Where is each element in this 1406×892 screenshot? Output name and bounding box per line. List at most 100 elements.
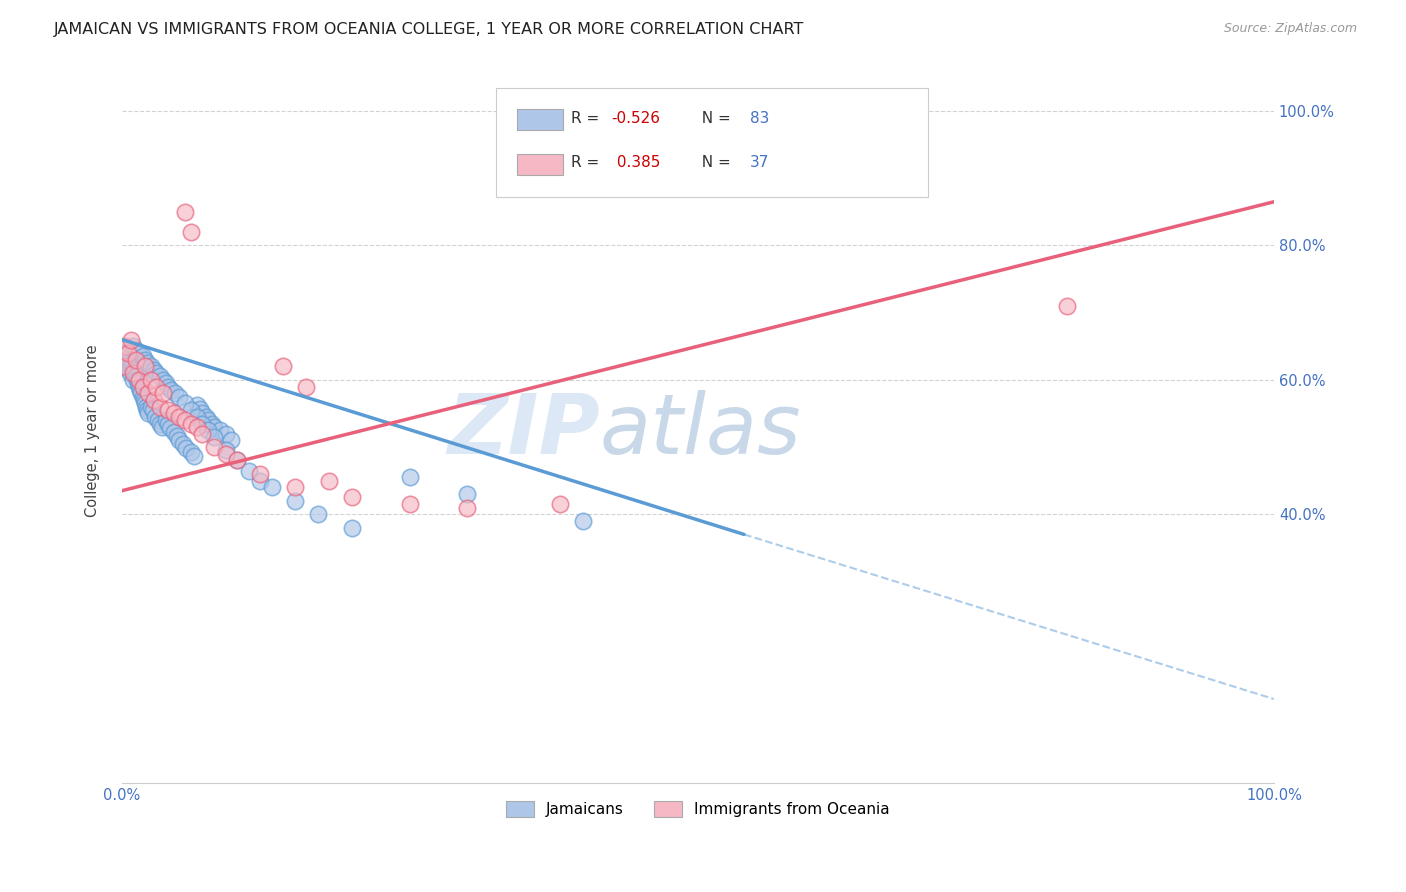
Point [214, 447, 236, 461]
Point [180, 445, 202, 459]
Text: Source: ZipAtlas.com: Source: ZipAtlas.com [1223, 22, 1357, 36]
Point [121, 356, 143, 370]
Point [284, 480, 307, 494]
Point [111, 359, 134, 374]
Point [548, 497, 571, 511]
Point [238, 464, 260, 478]
Text: ZIP: ZIP [447, 390, 600, 471]
Point [342, 491, 364, 505]
Point [318, 474, 340, 488]
Point [145, 379, 167, 393]
Point [142, 403, 165, 417]
Text: 83: 83 [749, 111, 769, 126]
Text: N =: N = [692, 154, 735, 169]
Point [169, 434, 191, 448]
Text: JAMAICAN VS IMMIGRANTS FROM OCEANIA COLLEGE, 1 YEAR OR MORE CORRELATION CHART: JAMAICAN VS IMMIGRANTS FROM OCEANIA COLL… [53, 22, 804, 37]
Point [124, 352, 146, 367]
Point [159, 421, 181, 435]
Point [191, 417, 214, 431]
Text: -0.526: -0.526 [612, 111, 661, 126]
Point [114, 339, 136, 353]
Point [342, 521, 364, 535]
Point [166, 429, 188, 443]
Point [117, 346, 139, 360]
Point [191, 426, 214, 441]
Point [180, 417, 202, 431]
Point [295, 379, 318, 393]
Point [149, 369, 172, 384]
Point [307, 508, 329, 522]
Point [143, 392, 166, 407]
Point [146, 413, 169, 427]
Point [134, 359, 156, 374]
Y-axis label: College, 1 year or more: College, 1 year or more [86, 344, 100, 516]
Point [118, 366, 141, 380]
Point [214, 443, 236, 458]
Point [143, 363, 166, 377]
Point [132, 392, 155, 407]
Point [163, 425, 186, 440]
Point [149, 400, 172, 414]
Point [120, 333, 142, 347]
Point [191, 406, 214, 420]
Point [124, 369, 146, 384]
Point [219, 434, 242, 448]
Point [156, 379, 179, 393]
Point [122, 373, 145, 387]
Point [124, 366, 146, 380]
Point [145, 366, 167, 380]
Point [122, 363, 145, 377]
Point [271, 359, 294, 374]
Point [180, 225, 202, 239]
FancyBboxPatch shape [517, 109, 564, 130]
Point [135, 400, 157, 414]
Point [149, 417, 172, 431]
Point [131, 390, 153, 404]
Point [131, 349, 153, 363]
Point [128, 373, 150, 387]
Text: 0.385: 0.385 [612, 154, 659, 169]
Point [214, 426, 236, 441]
Point [163, 386, 186, 401]
Point [122, 339, 145, 353]
Point [571, 514, 593, 528]
Point [176, 442, 198, 456]
Point [136, 403, 159, 417]
Point [155, 376, 177, 391]
Point [128, 346, 150, 360]
Point [129, 383, 152, 397]
Point [115, 356, 138, 370]
Point [197, 413, 219, 427]
Point [249, 467, 271, 481]
Point [120, 359, 142, 374]
Point [156, 417, 179, 431]
Text: R =: R = [571, 111, 605, 126]
Text: atlas: atlas [600, 390, 801, 471]
Point [156, 403, 179, 417]
Point [174, 413, 197, 427]
Point [136, 386, 159, 401]
Point [399, 470, 422, 484]
Point [169, 390, 191, 404]
Point [139, 400, 162, 414]
Point [118, 363, 141, 377]
Point [114, 352, 136, 367]
Point [150, 420, 173, 434]
Point [202, 430, 225, 444]
Point [208, 423, 231, 437]
Point [226, 453, 249, 467]
Point [124, 343, 146, 357]
Point [117, 359, 139, 374]
Point [174, 204, 197, 219]
Point [183, 450, 205, 464]
Point [134, 396, 156, 410]
Point [188, 402, 211, 417]
Point [139, 359, 162, 374]
Point [136, 356, 159, 370]
Point [125, 373, 148, 387]
Point [131, 386, 153, 401]
Point [163, 406, 186, 420]
Point [186, 398, 208, 412]
Point [456, 487, 478, 501]
Point [249, 474, 271, 488]
